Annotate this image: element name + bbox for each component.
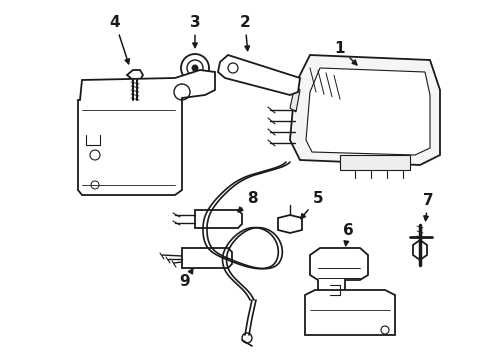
Circle shape bbox=[192, 65, 198, 71]
Polygon shape bbox=[310, 248, 368, 300]
Text: 2: 2 bbox=[240, 14, 250, 50]
Polygon shape bbox=[340, 155, 410, 170]
Polygon shape bbox=[195, 210, 242, 228]
Text: 9: 9 bbox=[180, 269, 193, 289]
Polygon shape bbox=[413, 240, 427, 260]
Text: 4: 4 bbox=[110, 14, 129, 64]
Polygon shape bbox=[218, 55, 300, 95]
Text: 6: 6 bbox=[343, 222, 353, 246]
Text: 8: 8 bbox=[238, 190, 257, 212]
Polygon shape bbox=[306, 68, 430, 155]
Text: 1: 1 bbox=[335, 41, 357, 65]
Text: 7: 7 bbox=[423, 193, 433, 221]
Text: 3: 3 bbox=[190, 14, 200, 48]
Polygon shape bbox=[278, 215, 302, 233]
Polygon shape bbox=[290, 85, 300, 112]
Polygon shape bbox=[127, 70, 143, 80]
Polygon shape bbox=[305, 290, 395, 335]
Polygon shape bbox=[78, 70, 215, 195]
Polygon shape bbox=[182, 248, 232, 268]
Text: 5: 5 bbox=[301, 190, 323, 219]
Polygon shape bbox=[290, 55, 440, 165]
